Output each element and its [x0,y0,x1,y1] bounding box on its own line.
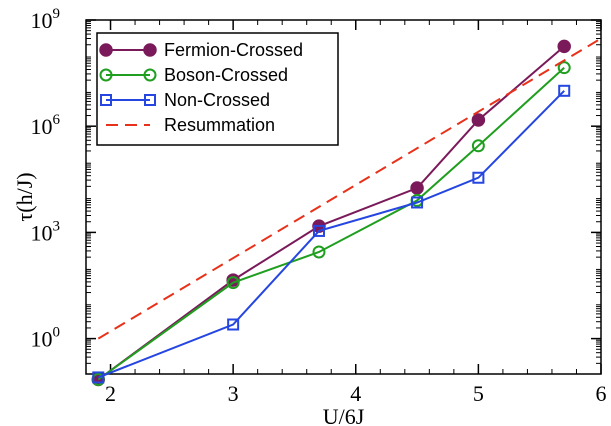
legend-marker-boson-crossed [143,68,157,82]
y-axis-label: τ(h/J) [12,172,37,221]
y-tick-label: 109 [31,6,61,33]
legend-box [96,32,339,146]
data-point-boson-crossed [557,61,571,75]
data-point-boson-crossed [226,276,240,290]
data-point-fermion-crossed [471,113,486,127]
data-point-boson-crossed [471,139,485,153]
y-tick-label: 106 [31,112,61,139]
data-point-non-crossed [227,318,240,331]
legend-marker-fermion-crossed [99,43,113,57]
legend-label: Resummation [164,115,275,135]
data-point-non-crossed [558,84,571,97]
x-axis-label: U/6J [323,404,365,426]
series-line-fermion-crossed [97,45,565,381]
plot-frame [85,19,602,375]
legend-label: Non-Crossed [164,90,270,110]
series-line-non-crossed [97,90,565,379]
data-point-non-crossed [472,171,485,184]
series-line-resummation [97,37,602,340]
legend-marker-boson-crossed [99,68,113,82]
data-point-fermion-crossed [410,181,424,195]
legend-marker-fermion-crossed [143,43,157,57]
data-point-boson-crossed [312,245,326,259]
legend-marker-non-crossed [100,94,112,106]
x-tick-label: 6 [596,381,607,406]
data-point-non-crossed [411,196,424,209]
x-tick-label: 2 [105,381,116,406]
legend-marker-non-crossed [144,94,156,106]
data-point-non-crossed [92,371,105,384]
data-point-non-crossed [312,224,325,237]
x-tick-label: 4 [350,381,361,406]
x-tick-label: 3 [228,381,239,406]
legend-label: Fermion-Crossed [164,40,303,60]
data-point-fermion-crossed [557,39,571,54]
series-line-boson-crossed [97,66,565,381]
legend: Fermion-Crossed Boson-Crossed Non-Crossed R… [96,32,339,146]
y-tick-label: 100 [31,325,61,352]
x-tick-label: 5 [473,381,484,406]
y-tick-label: 103 [31,218,61,245]
legend-label: Boson-Crossed [164,65,288,85]
